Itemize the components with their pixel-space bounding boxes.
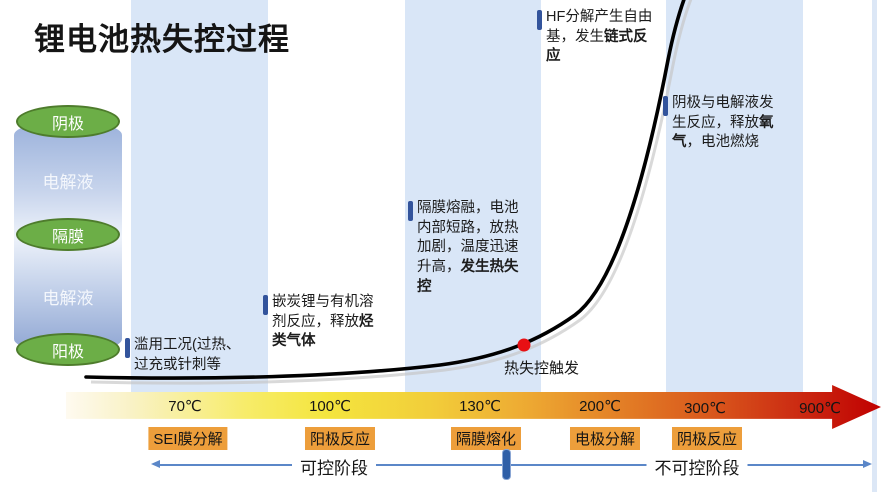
stage-label-electrode: 电极分解 bbox=[569, 427, 641, 450]
annotation-hf-chain: HF分解产生自由基，发生链式反应 bbox=[537, 8, 657, 67]
phase-uncontrollable-label: 不可控阶段 bbox=[646, 454, 748, 479]
temp-tick-200: 200℃ bbox=[579, 398, 621, 415]
stage-label-cathode: 阴极反应 bbox=[671, 427, 743, 450]
annotation-text: 阴极与电解液发生反应，释放氧气，电池燃烧 bbox=[672, 94, 778, 153]
battery-layer-electrolyte-bottom: 电解液 bbox=[42, 289, 94, 308]
arrow-left-icon bbox=[151, 460, 160, 468]
battery-layer-separator: 隔膜 bbox=[16, 218, 120, 251]
temperature-gradient-arrow: 70℃ 100℃ 130℃ 200℃ 300℃ 900℃ bbox=[66, 385, 881, 429]
separator-label: 隔膜 bbox=[51, 228, 84, 246]
background-band-3 bbox=[666, 0, 803, 392]
annotation-marker-icon bbox=[125, 338, 130, 358]
cathode-label: 阴极 bbox=[51, 115, 84, 133]
annotation-text: 滥用工况(过热、过充或针刺等 bbox=[134, 336, 253, 375]
annotation-segment: ，电池燃烧 bbox=[686, 134, 760, 151]
phase-axis-line bbox=[158, 464, 866, 466]
annotation-marker-icon bbox=[408, 201, 413, 221]
trigger-point-label: 热失控触发 bbox=[504, 360, 580, 377]
phase-divider-bar bbox=[503, 450, 510, 479]
phase-controllable-label: 可控阶段 bbox=[292, 454, 376, 479]
temp-tick-70: 70℃ bbox=[168, 398, 202, 415]
annotation-segment: 阴极与电解液发生反应，释放 bbox=[672, 95, 774, 131]
battery-layer-anode: 阳极 bbox=[16, 333, 120, 366]
page-title: 锂电池热失控过程 bbox=[34, 22, 290, 57]
anode-label: 阳极 bbox=[51, 343, 84, 361]
annotation-marker-icon bbox=[263, 295, 268, 315]
temp-tick-900: 900℃ bbox=[799, 400, 841, 417]
annotation-segment: 滥用工况(过热、过充或针刺等 bbox=[134, 337, 241, 373]
annotation-cathode-burn: 阴极与电解液发生反应，释放氧气，电池燃烧 bbox=[663, 94, 778, 153]
temp-tick-300: 300℃ bbox=[684, 400, 726, 417]
annotation-separator-melt: 隔膜熔融，电池内部短路，放热加剧，温度迅速升高，发生热失控 bbox=[408, 199, 523, 298]
annotation-marker-icon bbox=[537, 10, 542, 30]
annotation-abuse: 滥用工况(过热、过充或针刺等 bbox=[125, 336, 253, 375]
stage-label-sei: SEI膜分解 bbox=[148, 427, 228, 450]
annotation-anode-reaction: 嵌炭锂与有机溶剂反应，释放烃类气体 bbox=[263, 293, 379, 352]
annotation-text: HF分解产生自由基，发生链式反应 bbox=[546, 8, 657, 67]
temp-tick-130: 130℃ bbox=[459, 398, 501, 415]
background-band-edge bbox=[872, 0, 877, 492]
battery-layer-electrolyte-top: 电解液 bbox=[42, 173, 94, 192]
temp-tick-100: 100℃ bbox=[309, 398, 351, 415]
stage-label-separator: 隔膜熔化 bbox=[450, 427, 522, 450]
annotation-text: 隔膜熔融，电池内部短路，放热加剧，温度迅速升高，发生热失控 bbox=[417, 199, 523, 298]
background-band-2 bbox=[405, 0, 541, 392]
stage-label-anode: 阳极反应 bbox=[304, 427, 376, 450]
annotation-marker-icon bbox=[663, 96, 668, 116]
annotation-text: 嵌炭锂与有机溶剂反应，释放烃类气体 bbox=[272, 293, 379, 352]
arrow-right-icon bbox=[863, 460, 872, 468]
battery-layer-cathode: 阴极 bbox=[16, 105, 120, 138]
